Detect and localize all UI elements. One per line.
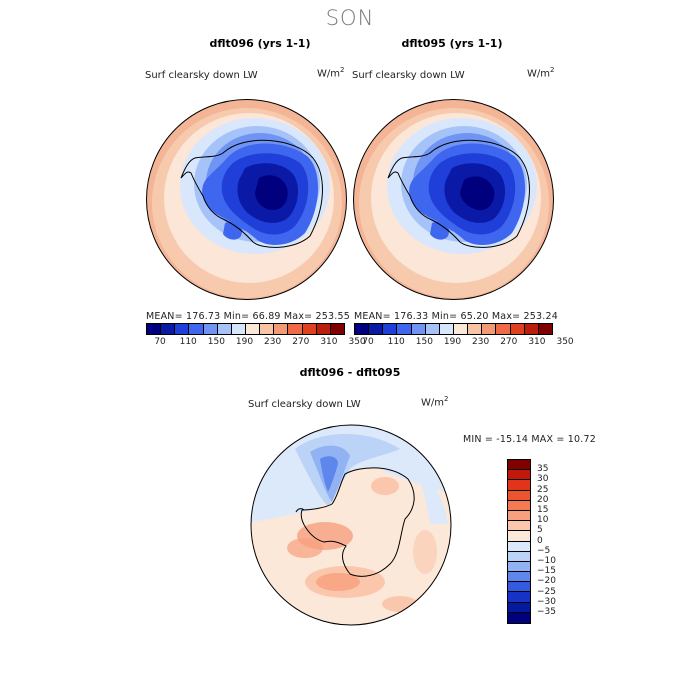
panel-right-colorbar-labels: 70 110 150 190 230 270 310 350	[354, 337, 573, 349]
colorbar-swatch	[508, 582, 530, 593]
panel-left-title: dflt096 (yrs 1-1)	[209, 37, 311, 50]
colorbar-swatch	[508, 500, 530, 511]
colorbar-swatch	[508, 521, 530, 532]
colorbar-tick-label: 310	[320, 337, 338, 347]
colorbar-tick-label: −10	[537, 556, 556, 566]
colorbar-tick-label: 190	[443, 337, 462, 347]
diff-colorbar-labels: 35 30 25 20 15 10 5 0 −5 −10 −15 −20 −25 −30 −35	[537, 459, 577, 622]
colorbar-tick-label: −15	[537, 566, 556, 577]
colorbar-tick-label: 15	[537, 505, 549, 515]
colorbar-tick-label: 270	[292, 337, 310, 347]
colorbar-swatch	[508, 510, 530, 522]
panel-left-variable: Surf clearsky down LW	[145, 70, 258, 81]
colorbar-swatch	[245, 324, 261, 334]
panel-right-stats: MEAN= 176.33 Min= 65.20 Max= 253.24	[354, 311, 558, 322]
colorbar-swatch	[524, 324, 539, 334]
colorbar-swatch	[425, 324, 440, 334]
colorbar-swatch	[538, 324, 552, 334]
colorbar-swatch	[508, 572, 530, 583]
colorbar-swatch	[508, 602, 530, 613]
colorbar-tick-label: 230	[264, 337, 282, 347]
colorbar-swatch	[508, 541, 530, 552]
colorbar-swatch	[260, 324, 275, 334]
colorbar-swatch	[508, 561, 530, 573]
colorbar-swatch	[453, 324, 469, 334]
colorbar-tick-label: −35	[537, 607, 556, 617]
colorbar-tick-label: 350	[348, 337, 366, 347]
colorbar-tick-label: 110	[179, 337, 197, 347]
panel-left-colorbar	[146, 323, 345, 335]
map-dflt095	[353, 99, 554, 300]
colorbar-swatch	[383, 324, 398, 334]
colorbar-swatch	[411, 324, 426, 334]
panel-left-units: W/m2	[317, 66, 345, 80]
colorbar-swatch	[508, 460, 530, 471]
colorbar-swatch	[217, 324, 232, 334]
colorbar-tick-label: 270	[500, 337, 518, 347]
colorbar-tick-label: 0	[537, 535, 543, 546]
colorbar-tick-label: 25	[537, 484, 549, 495]
map-dflt096	[146, 99, 347, 300]
colorbar-swatch	[189, 324, 204, 334]
colorbar-tick-label: 5	[537, 525, 543, 536]
colorbar-swatch	[175, 324, 190, 334]
colorbar-swatch	[508, 551, 530, 562]
colorbar-tick-label: 230	[472, 337, 490, 347]
panel-right-colorbar	[354, 323, 553, 335]
colorbar-tick-label: 10	[537, 515, 549, 526]
colorbar-tick-label: 70	[362, 337, 374, 347]
colorbar-tick-label: 35	[537, 464, 549, 475]
colorbar-swatch	[510, 324, 525, 334]
diff-units: W/m2	[421, 395, 449, 409]
colorbar-swatch	[439, 324, 454, 334]
colorbar-swatch	[231, 324, 246, 334]
colorbar-swatch	[508, 592, 530, 603]
colorbar-tick-label: 20	[537, 494, 549, 505]
colorbar-swatch	[508, 531, 530, 542]
colorbar-swatch	[147, 324, 162, 334]
season-title: SON	[325, 6, 375, 30]
colorbar-tick-label: −5	[537, 545, 551, 556]
panel-right-variable: Surf clearsky down LW	[352, 70, 465, 81]
panel-right-title: dflt095 (yrs 1-1)	[401, 37, 503, 50]
diff-minmax: MIN = -15.14 MAX = 10.72	[463, 434, 596, 445]
colorbar-swatch	[508, 480, 530, 491]
colorbar-tick-label: 150	[415, 337, 433, 347]
colorbar-swatch	[508, 612, 530, 623]
colorbar-tick-label: −30	[537, 596, 556, 607]
colorbar-swatch	[161, 324, 176, 334]
diff-variable: Surf clearsky down LW	[248, 399, 361, 410]
panel-left-colorbar-labels: 70 110 150 190 230 270 310 350	[146, 337, 365, 349]
colorbar-tick-label: 110	[387, 337, 405, 347]
panel-left-stats: MEAN= 176.73 Min= 66.89 Max= 253.55	[146, 311, 350, 322]
colorbar-swatch	[508, 470, 530, 481]
colorbar-tick-label: −25	[537, 586, 556, 597]
colorbar-swatch	[203, 324, 218, 334]
colorbar-tick-label: 150	[207, 337, 225, 347]
diff-title: dflt096 - dflt095	[299, 366, 401, 379]
colorbar-tick-label: 70	[154, 337, 166, 347]
map-difference	[250, 424, 452, 626]
colorbar-tick-label: −20	[537, 576, 556, 587]
colorbar-tick-label: 190	[235, 337, 254, 347]
colorbar-swatch	[355, 324, 370, 334]
colorbar-swatch	[369, 324, 384, 334]
colorbar-swatch	[316, 324, 331, 334]
colorbar-tick-label: 350	[556, 337, 574, 347]
colorbar-swatch	[288, 324, 303, 334]
colorbar-swatch	[508, 490, 530, 501]
colorbar-tick-label: 30	[537, 474, 549, 485]
colorbar-swatch	[397, 324, 412, 334]
diff-colorbar	[507, 459, 531, 624]
colorbar-swatch	[482, 324, 497, 334]
colorbar-swatch	[274, 324, 289, 334]
colorbar-swatch	[468, 324, 483, 334]
panel-right-units: W/m2	[527, 66, 555, 80]
colorbar-tick-label: 310	[528, 337, 546, 347]
colorbar-swatch	[330, 324, 344, 334]
colorbar-swatch	[302, 324, 317, 334]
colorbar-swatch	[496, 324, 511, 334]
